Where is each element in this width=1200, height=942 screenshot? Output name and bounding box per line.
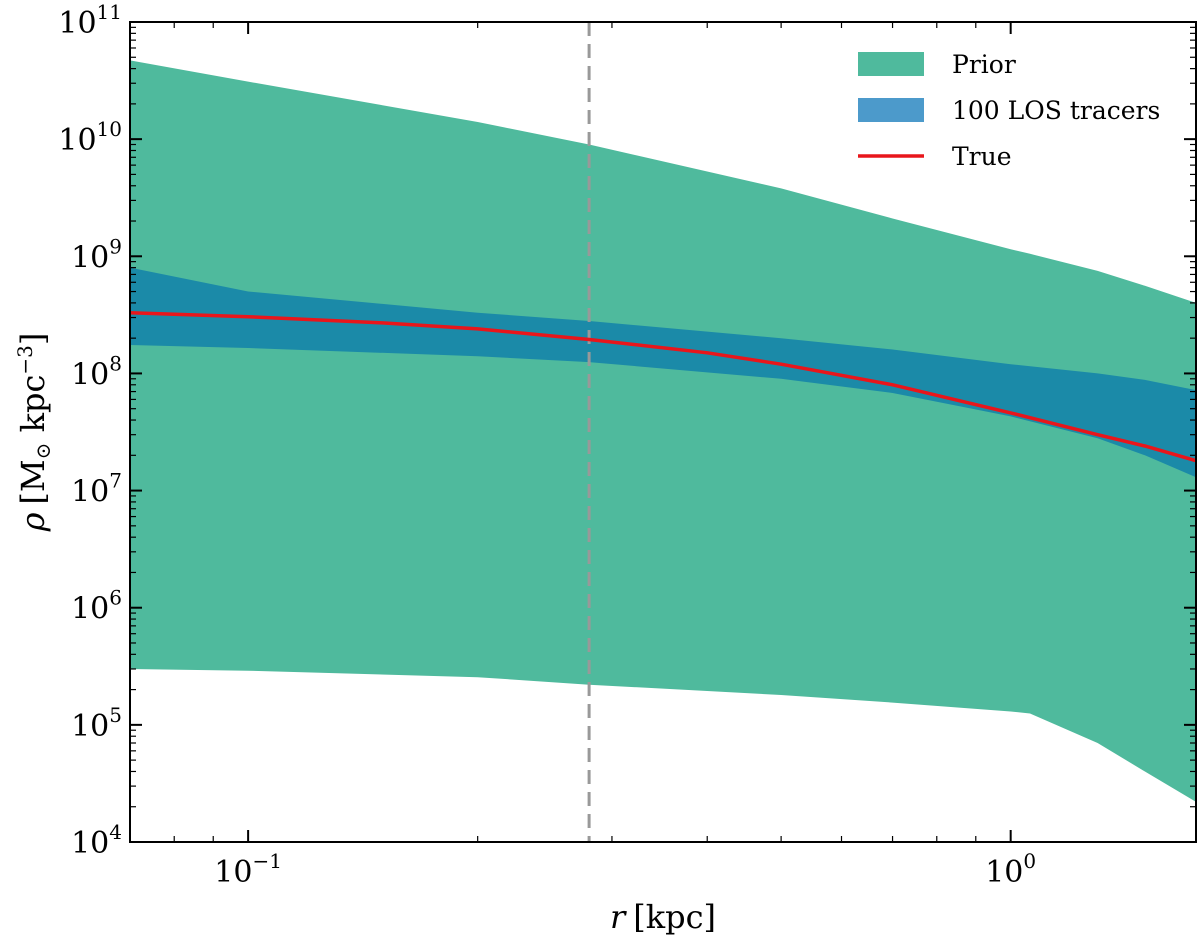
- x-axis-unit: [kpc]: [633, 898, 716, 936]
- line-true: [130, 310, 1196, 463]
- y-axis-unit-open: [M: [14, 459, 52, 504]
- y-tick-label: 109: [71, 234, 122, 275]
- legend-swatch-2: [858, 98, 924, 122]
- y-axis-unit-sup: −3: [13, 345, 37, 374]
- y-tick-label: 107: [71, 469, 122, 510]
- band-prior: [130, 60, 1196, 802]
- y-axis-unit-sub: ⊙: [31, 443, 55, 460]
- y-tick-label: 1010: [58, 117, 122, 158]
- x-tick-label: 10−1: [214, 849, 282, 890]
- band-100-los-tracers: [130, 267, 1196, 478]
- data-layer: [130, 22, 1196, 842]
- legend: Prior 100 LOS tracers True: [858, 50, 1160, 171]
- legend-label-2: 100 LOS tracers: [952, 96, 1160, 125]
- y-tick-label: 105: [71, 703, 122, 744]
- x-axis-symbol: r: [610, 898, 627, 936]
- y-tick-label: 1011: [58, 0, 122, 41]
- x-tick-label: 100: [985, 849, 1036, 890]
- y-axis-label: ρ [M⊙ kpc−3]: [13, 333, 55, 533]
- y-axis-unit-close: ]: [14, 333, 52, 345]
- legend-label-3: True: [952, 142, 1012, 171]
- x-axis-label: r [kpc]: [610, 898, 716, 936]
- tick-labels: 104 105 106 107 108 109 1010 1011 10−1 100: [58, 0, 1036, 890]
- legend-swatch-1: [858, 52, 924, 76]
- y-tick-label: 104: [71, 820, 122, 861]
- plot-frame: [129, 21, 1197, 843]
- y-axis-unit-mid: kpc: [14, 375, 52, 443]
- y-axis-symbol: ρ: [14, 512, 52, 532]
- legend-label-1: Prior: [952, 50, 1016, 79]
- y-tick-label: 106: [71, 586, 122, 627]
- y-tick-label: 108: [71, 351, 122, 392]
